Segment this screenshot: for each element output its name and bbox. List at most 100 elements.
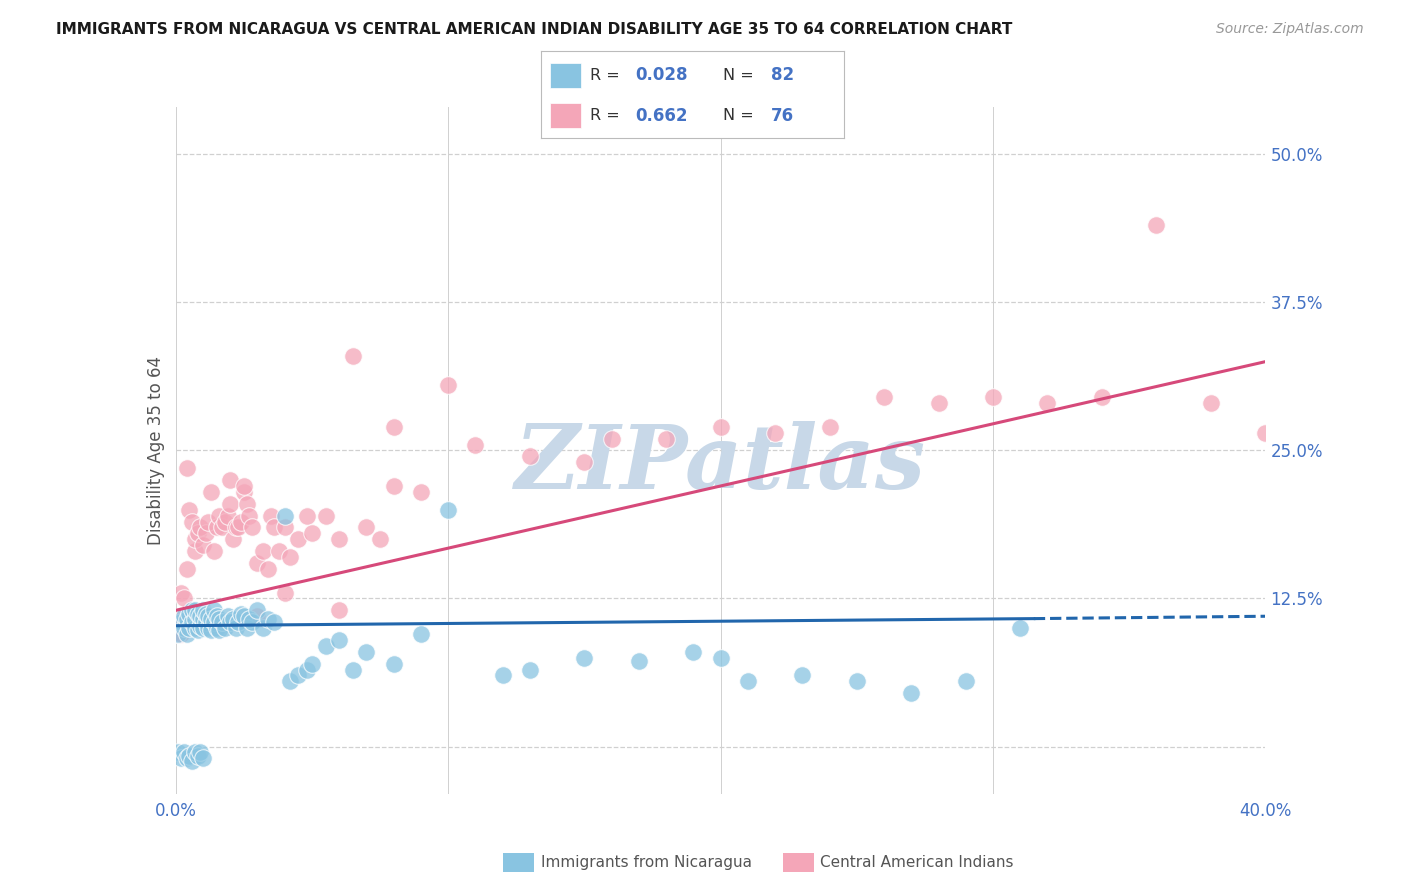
Point	[382, 479, 405, 493]
Text: 76: 76	[770, 106, 794, 125]
Point	[173, 615, 195, 630]
Point	[1091, 390, 1114, 404]
Point	[202, 603, 225, 617]
Point	[246, 603, 269, 617]
Point	[184, 746, 207, 760]
Point	[342, 349, 364, 363]
Point	[278, 549, 301, 564]
Point	[900, 686, 922, 700]
Text: R =: R =	[589, 68, 624, 83]
Point	[315, 508, 337, 523]
Point	[219, 497, 242, 511]
Point	[356, 520, 378, 534]
Point	[205, 621, 228, 635]
Point	[191, 612, 214, 626]
Point	[179, 749, 201, 764]
Point	[257, 612, 280, 626]
Point	[181, 603, 204, 617]
Text: N =: N =	[723, 68, 759, 83]
Point	[208, 624, 231, 638]
Point	[197, 609, 219, 624]
Point	[246, 556, 269, 570]
Point	[188, 609, 211, 624]
Point	[231, 515, 253, 529]
Point	[191, 603, 214, 617]
Point	[845, 674, 868, 689]
Point	[600, 432, 623, 446]
Point	[274, 508, 297, 523]
Point	[409, 627, 432, 641]
Point	[170, 585, 193, 599]
Point	[437, 378, 460, 392]
Text: N =: N =	[723, 108, 759, 123]
Point	[301, 657, 323, 671]
Point	[170, 615, 193, 630]
Point	[238, 508, 260, 523]
Point	[197, 621, 219, 635]
Point	[368, 533, 391, 547]
Point	[295, 663, 318, 677]
Point	[176, 751, 198, 765]
Point	[574, 455, 596, 469]
Point	[981, 390, 1004, 404]
Point	[382, 419, 405, 434]
Point	[232, 609, 254, 624]
Point	[225, 520, 247, 534]
Point	[710, 650, 733, 665]
Point	[191, 621, 214, 635]
Point	[655, 432, 678, 446]
Point	[1199, 396, 1222, 410]
Point	[287, 668, 309, 682]
Point	[274, 585, 297, 599]
Point	[328, 632, 350, 647]
Point	[186, 607, 209, 621]
Point	[205, 520, 228, 534]
Point	[219, 615, 242, 630]
Point	[222, 612, 245, 626]
FancyBboxPatch shape	[550, 63, 581, 87]
Point	[191, 751, 214, 765]
Point	[263, 615, 285, 630]
Point	[295, 508, 318, 523]
Point	[179, 621, 201, 635]
Point	[269, 544, 291, 558]
Point	[173, 591, 195, 606]
Point	[356, 645, 378, 659]
Point	[240, 520, 263, 534]
Point	[179, 502, 201, 516]
Point	[928, 396, 950, 410]
Point	[200, 612, 222, 626]
Text: IMMIGRANTS FROM NICARAGUA VS CENTRAL AMERICAN INDIAN DISABILITY AGE 35 TO 64 COR: IMMIGRANTS FROM NICARAGUA VS CENTRAL AME…	[56, 22, 1012, 37]
Point	[197, 515, 219, 529]
Point	[257, 562, 280, 576]
Point	[228, 615, 250, 630]
Point	[186, 624, 209, 638]
Point	[181, 515, 204, 529]
Point	[328, 603, 350, 617]
Point	[205, 609, 228, 624]
Point	[194, 526, 217, 541]
Point	[208, 612, 231, 626]
Point	[238, 612, 260, 626]
Point	[184, 603, 207, 617]
Point	[240, 615, 263, 630]
Point	[176, 461, 198, 475]
Text: Immigrants from Nicaragua: Immigrants from Nicaragua	[541, 855, 752, 870]
Point	[873, 390, 896, 404]
Point	[211, 615, 233, 630]
Point	[188, 618, 211, 632]
Point	[574, 650, 596, 665]
Point	[176, 562, 198, 576]
Text: ZIPatlas: ZIPatlas	[515, 421, 927, 508]
Text: 82: 82	[770, 66, 794, 85]
Point	[186, 526, 209, 541]
Text: 0.028: 0.028	[636, 66, 688, 85]
Point	[211, 520, 233, 534]
Point	[194, 607, 217, 621]
Point	[409, 484, 432, 499]
Point	[181, 615, 204, 630]
Point	[232, 484, 254, 499]
Y-axis label: Disability Age 35 to 64: Disability Age 35 to 64	[146, 356, 165, 545]
Point	[437, 502, 460, 516]
Point	[188, 520, 211, 534]
